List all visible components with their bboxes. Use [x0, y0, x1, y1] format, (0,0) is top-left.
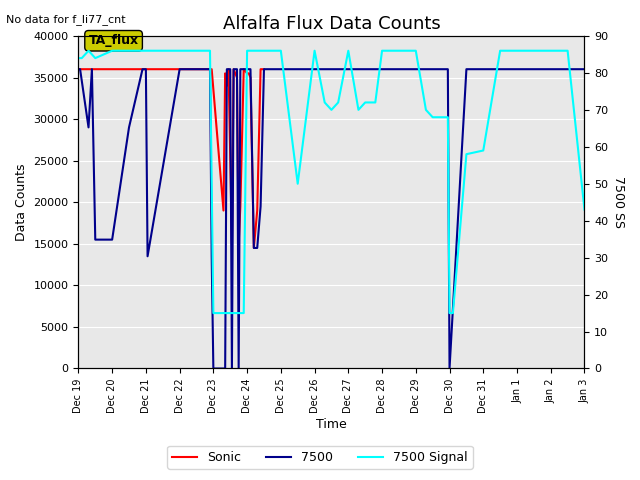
Sonic: [246, 74, 254, 80]
7500 Signal: [580, 207, 588, 213]
7500 Signal: [209, 310, 217, 316]
7500 Signal: [371, 99, 379, 105]
7500 Signal: [76, 55, 84, 61]
7500 Signal: [442, 114, 450, 120]
7500: [253, 245, 261, 251]
Sonic: [260, 66, 268, 72]
Sonic: [206, 66, 214, 72]
Sonic: [230, 66, 237, 72]
Sonic: [223, 83, 230, 89]
Sonic: [225, 66, 232, 72]
7500: [311, 66, 319, 72]
7500: [246, 66, 254, 72]
Text: TA_flux: TA_flux: [88, 34, 139, 47]
Line: 7500: 7500: [79, 69, 584, 369]
Sonic: [233, 74, 241, 80]
7500 Signal: [328, 107, 335, 113]
7500 Signal: [355, 107, 362, 113]
Line: 7500 Signal: 7500 Signal: [79, 51, 584, 313]
Sonic: [220, 208, 227, 214]
Title: Alfalfa Flux Data Counts: Alfalfa Flux Data Counts: [223, 15, 440, 33]
7500: [580, 66, 588, 72]
7500: [257, 204, 264, 209]
Legend: Sonic, 7500, 7500 Signal: Sonic, 7500, 7500 Signal: [167, 446, 473, 469]
Y-axis label: 7500 SS: 7500 SS: [612, 176, 625, 228]
Sonic: [76, 66, 84, 72]
7500 Signal: [233, 310, 241, 316]
Text: No data for f_li77_cnt: No data for f_li77_cnt: [6, 14, 126, 25]
X-axis label: Time: Time: [316, 419, 347, 432]
Sonic: [235, 241, 243, 247]
Sonic: [243, 71, 251, 76]
Sonic: [221, 71, 229, 76]
Sonic: [228, 241, 236, 247]
Y-axis label: Data Counts: Data Counts: [15, 164, 28, 241]
Sonic: [237, 204, 244, 209]
7500: [144, 253, 152, 259]
Sonic: [240, 66, 248, 72]
7500 Signal: [84, 48, 92, 54]
7500 Signal: [75, 55, 83, 61]
Line: Sonic: Sonic: [79, 69, 264, 248]
7500: [209, 366, 217, 372]
Sonic: [257, 66, 264, 72]
7500: [75, 66, 83, 72]
7500: [228, 366, 236, 372]
Sonic: [245, 71, 253, 76]
Sonic: [253, 208, 261, 214]
Sonic: [250, 245, 258, 251]
Sonic: [75, 66, 83, 72]
Sonic: [208, 66, 216, 72]
